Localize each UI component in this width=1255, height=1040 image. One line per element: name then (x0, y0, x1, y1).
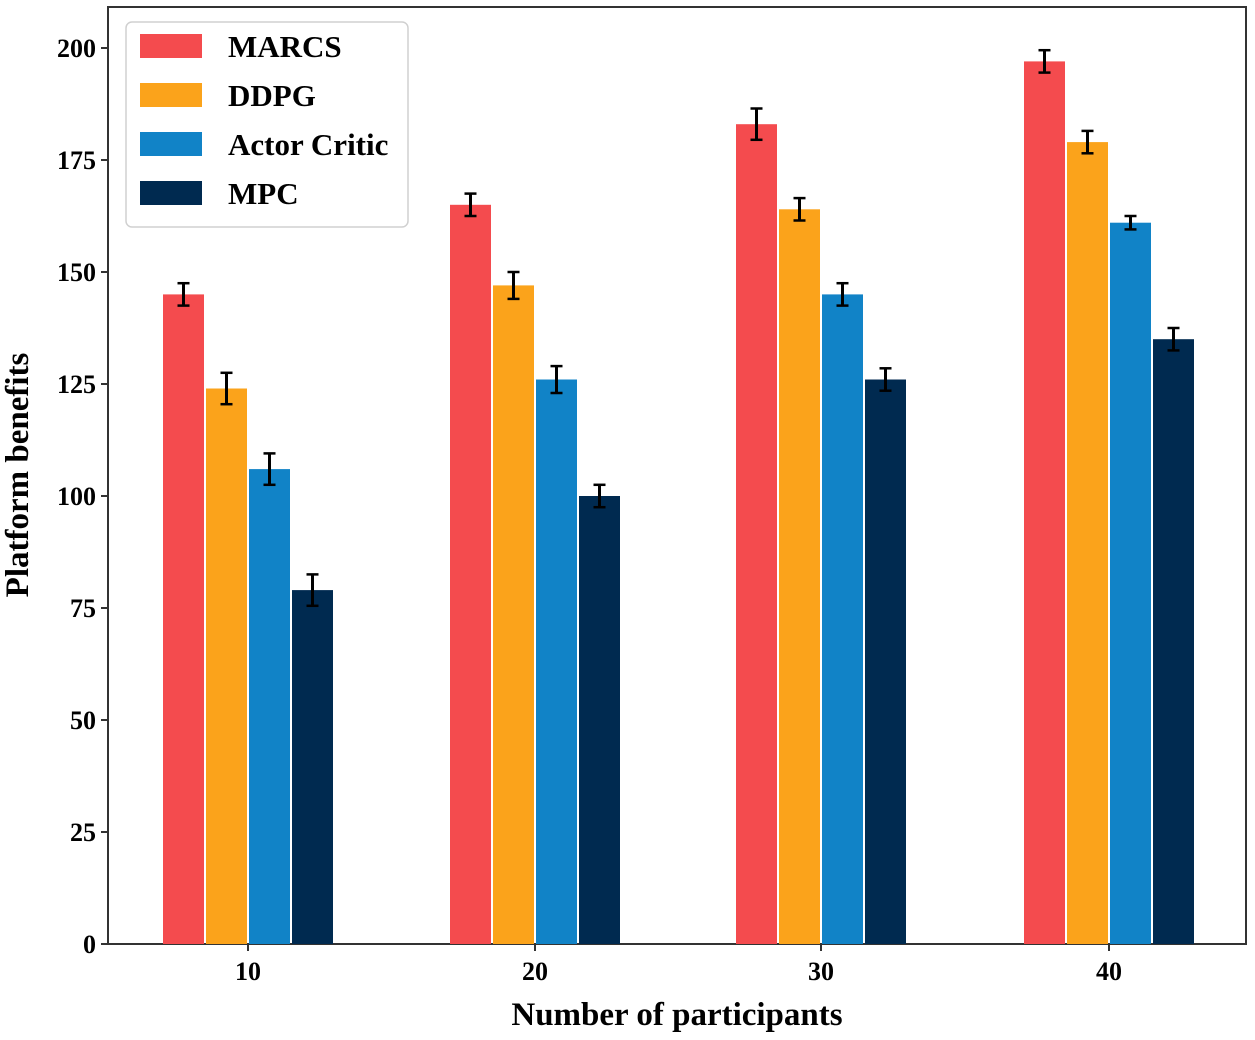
legend-label-marcs: MARCS (228, 29, 342, 64)
y-tick-label-25: 25 (70, 818, 96, 847)
y-tick-label-175: 175 (57, 146, 96, 175)
bar-actor-critic-40 (1110, 222, 1151, 944)
y-tick-label-200: 200 (57, 34, 96, 63)
bars-group (163, 61, 1194, 945)
bar-marcs-30 (736, 124, 777, 944)
x-tick-label-10: 10 (235, 957, 261, 986)
bar-mpc-30 (865, 379, 906, 944)
bar-ddpg-20 (493, 285, 534, 944)
legend-swatch-mpc (140, 181, 202, 205)
legend-label-actor-critic: Actor Critic (228, 127, 388, 162)
bar-ddpg-40 (1067, 142, 1108, 945)
bar-ddpg-30 (779, 209, 820, 945)
y-axis-title: Platform benefits (0, 353, 36, 598)
y-tick-label-150: 150 (57, 258, 96, 287)
legend-label-ddpg: DDPG (228, 78, 316, 113)
legend-swatch-marcs (140, 34, 202, 58)
bar-ddpg-10 (206, 388, 247, 944)
error-bars-group (177, 48, 1180, 608)
plot-frame (107, 6, 1247, 945)
x-tick-label-30: 30 (808, 957, 834, 986)
x-tick-label-20: 20 (522, 957, 548, 986)
bar-marcs-20 (450, 204, 491, 945)
y-tick-label-75: 75 (70, 594, 96, 623)
y-tick-label-50: 50 (70, 706, 96, 735)
bar-mpc-10 (292, 590, 333, 944)
x-tick-label-40: 40 (1096, 957, 1122, 986)
legend-box (125, 21, 409, 228)
legend-label-mpc: MPC (228, 176, 299, 211)
y-tick-label-0: 0 (83, 930, 96, 959)
legend: MARCS DDPG Actor Critic MPC (125, 21, 409, 228)
plot-area (107, 6, 1247, 945)
x-axis-title: Number of participants (511, 997, 842, 1033)
bar-mpc-20 (579, 496, 620, 944)
legend-swatch-actor-critic (140, 132, 202, 156)
x-axis: 10 20 30 40 (235, 944, 1122, 986)
bar-actor-critic-10 (249, 469, 290, 944)
y-tick-label-125: 125 (57, 370, 96, 399)
bar-marcs-10 (163, 294, 204, 944)
y-axis: 0 25 50 75 100 125 150 175 200 (57, 34, 108, 959)
y-tick-label-100: 100 (57, 482, 96, 511)
bar-marcs-40 (1024, 61, 1065, 944)
bar-actor-critic-30 (822, 294, 863, 944)
bar-mpc-40 (1153, 339, 1194, 944)
bar-actor-critic-20 (536, 379, 577, 944)
legend-swatch-ddpg (140, 83, 202, 107)
